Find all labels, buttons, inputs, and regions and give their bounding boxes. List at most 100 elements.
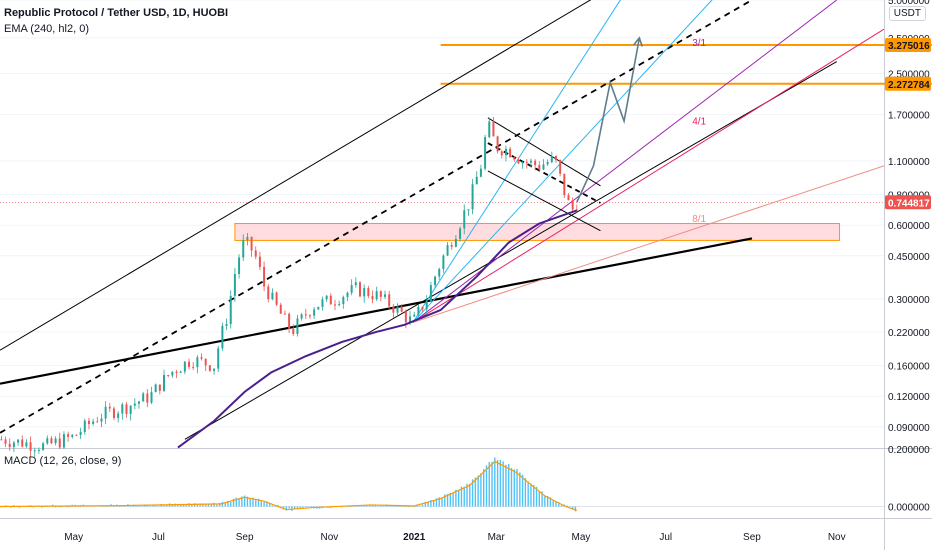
macd-histogram-bar <box>268 503 271 507</box>
macd-histogram-bar <box>305 506 307 508</box>
macd-histogram-bar <box>163 504 165 507</box>
candle-body <box>496 136 499 152</box>
macd-histogram-bar <box>544 496 546 507</box>
candle-body <box>384 294 387 297</box>
macd-histogram-bar <box>252 497 254 507</box>
trendline-channel-lower <box>0 237 753 385</box>
macd-histogram-bar <box>224 503 226 507</box>
macd-histogram-bar <box>288 506 290 509</box>
time-tick-label: Sep <box>236 532 254 543</box>
macd-histogram-bar <box>185 504 187 507</box>
candle-body <box>338 304 341 306</box>
macd-histogram-bar <box>449 492 452 507</box>
candle-body <box>513 157 516 160</box>
macd-histogram-bar <box>441 498 443 507</box>
macd-histogram-bar <box>494 457 496 507</box>
macd-histogram-bar <box>177 504 179 507</box>
time-tick-label: May <box>572 532 591 543</box>
candle-body <box>96 421 99 423</box>
candle-body <box>559 159 562 174</box>
macd-histogram-bar <box>255 500 257 507</box>
currency-badge[interactable]: USDT <box>888 6 926 21</box>
trendline-fan-4-1 <box>412 28 884 324</box>
candle-body <box>446 245 449 256</box>
candle-body <box>325 295 328 300</box>
macd-tick-label: 0.200000 <box>888 445 930 456</box>
candle-body <box>254 250 257 257</box>
candle-body <box>4 439 7 444</box>
candle-body <box>438 269 441 277</box>
macd-histogram-bar <box>396 506 399 507</box>
macd-histogram-bar <box>555 501 557 507</box>
candle-body <box>329 295 332 305</box>
macd-histogram-bar <box>516 468 518 507</box>
trendline-cyan-2 <box>412 0 713 323</box>
macd-histogram-bar <box>485 465 488 507</box>
candle-body <box>21 439 24 447</box>
trendline-fan-8-1 <box>412 165 884 324</box>
macd-histogram-bar <box>230 502 232 507</box>
symbol-title: Republic Protocol / Tether USD, 1D, HUOB… <box>4 7 229 19</box>
candle-body <box>267 286 270 300</box>
macd-histogram-bar <box>558 502 560 507</box>
macd-histogram-bar <box>263 502 265 507</box>
candle-body <box>263 266 266 287</box>
candle-body <box>333 304 336 306</box>
time-tick-label: Nov <box>321 532 339 543</box>
macd-histogram-bar <box>285 506 288 511</box>
macd-histogram-bar <box>477 475 479 507</box>
candle-body <box>213 368 216 371</box>
candle-body <box>71 434 74 437</box>
candle-body <box>409 316 412 323</box>
macd-histogram-bar <box>519 472 521 507</box>
macd-histogram-bar <box>424 502 427 507</box>
candle-body <box>33 450 36 452</box>
macd-histogram-bar <box>460 486 463 507</box>
candle-body <box>471 184 474 210</box>
price-tick-label: 0.160000 <box>888 362 930 373</box>
candle-body <box>421 306 424 310</box>
candle-body <box>67 434 70 437</box>
candle-body <box>150 392 153 403</box>
target-price-badge-2: 2.272784 <box>888 80 930 91</box>
macd-histogram-bar <box>266 501 268 507</box>
macd-histogram-bar <box>496 459 499 507</box>
candle-body <box>25 442 28 447</box>
macd-histogram-bar <box>32 506 35 508</box>
macd-histogram-bar <box>566 505 568 507</box>
candle-body <box>163 375 166 391</box>
candle-body <box>175 371 178 373</box>
candle-body <box>563 173 566 196</box>
macd-histogram-bar <box>182 504 185 507</box>
candle-body <box>42 443 45 450</box>
macd-histogram-bar <box>438 497 440 507</box>
candle-body <box>463 210 466 229</box>
macd-histogram-bar <box>491 461 493 507</box>
candle-body <box>129 405 132 414</box>
macd-histogram-bar <box>527 481 529 507</box>
macd-histogram-bar <box>260 501 263 507</box>
price-tick-label: 1.100000 <box>888 157 930 168</box>
macd-histogram-bar <box>505 464 507 507</box>
macd-histogram-bar <box>552 499 554 507</box>
price-tick-label: 0.220000 <box>888 328 930 339</box>
macd-histogram-bar <box>102 506 104 507</box>
macd-histogram-bar <box>432 500 435 507</box>
projection-arrow <box>576 37 641 203</box>
candle-body <box>296 318 299 334</box>
candle-body <box>484 137 487 169</box>
candle-body <box>167 375 170 377</box>
fan-label: 8/1 <box>692 214 706 225</box>
candle-body <box>250 236 253 251</box>
candle-body <box>133 403 136 406</box>
macd-histogram-bar <box>502 461 504 507</box>
trendline-channel-upper <box>0 0 592 351</box>
candle-body <box>217 348 220 369</box>
candle-body <box>534 160 537 166</box>
candle-body <box>0 439 3 441</box>
macd-histogram-bar <box>427 502 429 507</box>
macd-histogram-bar <box>235 497 237 507</box>
candle-body <box>459 228 462 239</box>
macd-histogram-bar <box>249 498 251 507</box>
candle-body <box>388 294 391 307</box>
